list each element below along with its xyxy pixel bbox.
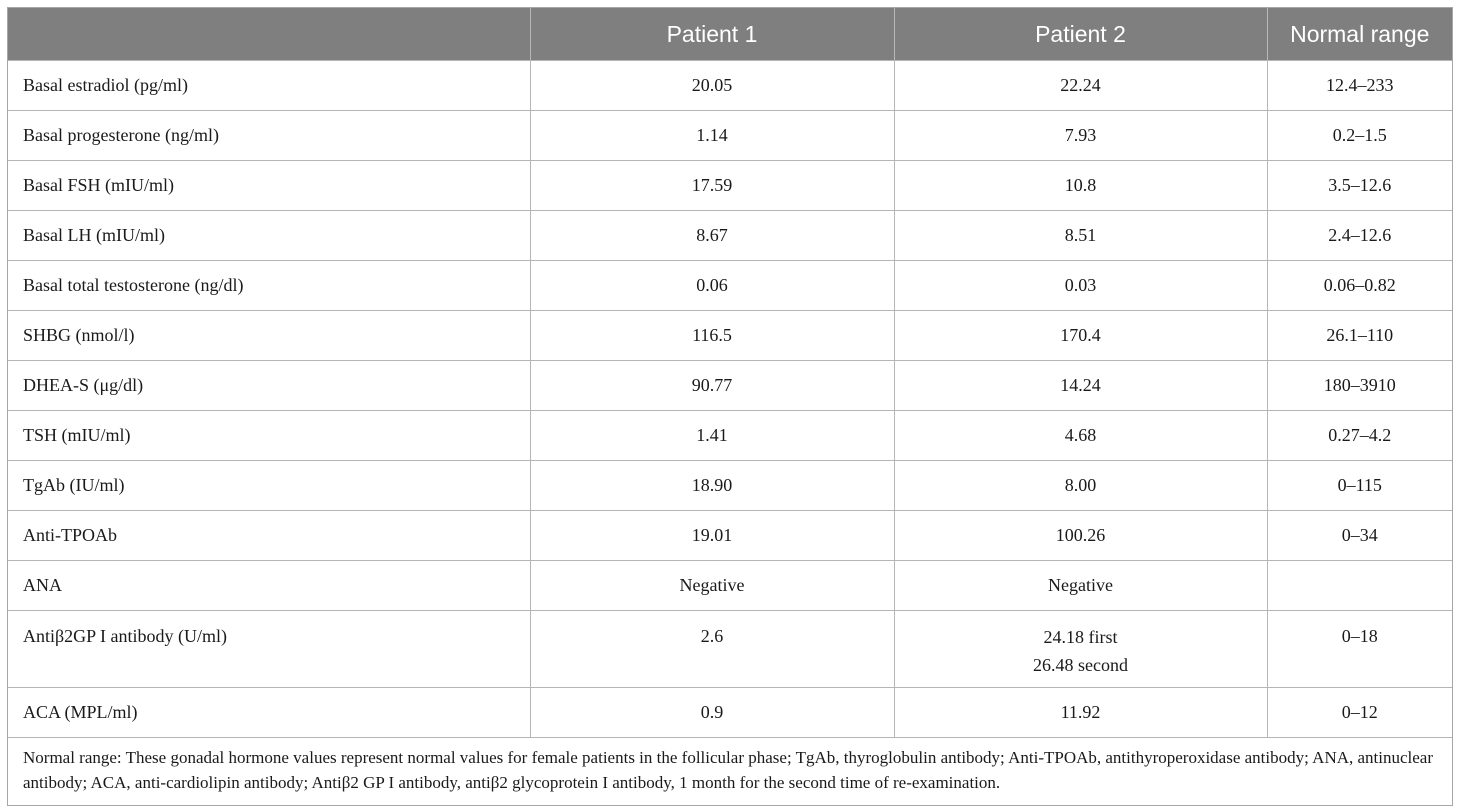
patient-1-cell: 1.41: [529, 410, 894, 461]
patient-2-cell: 170.4: [893, 310, 1267, 361]
normal-range-cell: 0.06–0.82: [1266, 260, 1452, 311]
normal-range-cell: 3.5–12.6: [1266, 160, 1452, 211]
normal-range-cell: 0–18: [1266, 610, 1452, 688]
patient-2-cell: 22.24: [893, 60, 1267, 111]
patient-2-value: 26.48 second: [1033, 655, 1128, 675]
patient-1-cell: 0.06: [529, 260, 894, 311]
normal-range-cell: 0.27–4.2: [1266, 410, 1452, 461]
parameter-cell: Antiβ2GP I antibody (U/ml): [8, 610, 530, 688]
patient-1-cell: 20.05: [529, 60, 894, 111]
header-row: Patient 1 Patient 2 Normal range: [8, 8, 1452, 61]
patient-2-value: 10.8: [1064, 175, 1097, 195]
patient-2-value: Negative: [1048, 575, 1113, 595]
parameter-cell: Basal total testosterone (ng/dl): [8, 260, 530, 311]
normal-range-cell: 26.1–110: [1266, 310, 1452, 361]
parameter-cell: Basal FSH (mIU/ml): [8, 160, 530, 211]
table-row: ACA (MPL/ml) 0.9 11.92 0–12: [8, 687, 1452, 737]
table-row: Basal total testosterone (ng/dl) 0.06 0.03…: [8, 260, 1452, 311]
parameter-cell: Basal LH (mIU/ml): [8, 210, 530, 261]
patient-2-cell: 14.24: [893, 360, 1267, 411]
patient-1-cell: 116.5: [529, 310, 894, 361]
patient-2-value: 14.24: [1060, 375, 1101, 395]
patient-1-cell: 0.9: [529, 687, 894, 737]
normal-range-cell: 0–34: [1266, 510, 1452, 561]
patient-2-value: 22.24: [1060, 75, 1101, 95]
normal-range-cell: 180–3910: [1266, 360, 1452, 411]
table-row: ANA Negative Negative: [8, 560, 1452, 611]
parameter-cell: Anti-TPOAb: [8, 510, 530, 561]
patient-2-cell: 100.26: [893, 510, 1267, 561]
patient-1-cell: 1.14: [529, 110, 894, 161]
lab-results-table-frame: Patient 1 Patient 2 Normal range Basal e…: [7, 7, 1453, 806]
parameter-cell: Basal progesterone (ng/ml): [8, 110, 530, 161]
patient-1-cell: 2.6: [529, 610, 894, 688]
table-row: Anti-TPOAb 19.01 100.26 0–34: [8, 510, 1452, 561]
parameter-cell: TgAb (IU/ml): [8, 460, 530, 511]
patient-2-value: 170.4: [1060, 325, 1101, 345]
patient-2-cell: 7.93: [893, 110, 1267, 161]
normal-range-cell: 12.4–233: [1266, 60, 1452, 111]
normal-range-cell: [1266, 560, 1452, 611]
patient-2-cell: 24.18 first 26.48 second: [893, 610, 1267, 688]
table-row: SHBG (nmol/l) 116.5 170.4 26.1–110: [8, 310, 1452, 361]
header-parameter: [8, 8, 530, 61]
patient-1-cell: 18.90: [529, 460, 894, 511]
lab-results-table: Patient 1 Patient 2 Normal range Basal e…: [8, 8, 1452, 737]
table-row: Antiβ2GP I antibody (U/ml) 2.6 24.18 first…: [8, 610, 1452, 688]
normal-range-cell: 2.4–12.6: [1266, 210, 1452, 261]
table-row: TgAb (IU/ml) 18.90 8.00 0–115: [8, 460, 1452, 511]
table-row: DHEA-S (μg/dl) 90.77 14.24 180–3910: [8, 360, 1452, 411]
patient-2-cell: 11.92: [893, 687, 1267, 737]
parameter-cell: TSH (mIU/ml): [8, 410, 530, 461]
patient-2-value: 8.51: [1064, 225, 1097, 245]
patient-2-cell: 4.68: [893, 410, 1267, 461]
patient-2-cell: 8.51: [893, 210, 1267, 261]
header-patient-1: Patient 1: [529, 8, 894, 61]
patient-1-cell: 17.59: [529, 160, 894, 211]
patient-1-cell: 8.67: [529, 210, 894, 261]
patient-2-cell: Negative: [893, 560, 1267, 611]
table-row: Basal progesterone (ng/ml) 1.14 7.93 0.2–1.…: [8, 110, 1452, 161]
table-row: Basal estradiol (pg/ml) 20.05 22.24 12.4–23…: [8, 60, 1452, 111]
parameter-cell: DHEA-S (μg/dl): [8, 360, 530, 411]
header-patient-2: Patient 2: [893, 8, 1267, 61]
parameter-cell: ANA: [8, 560, 530, 611]
patient-2-value: 4.68: [1064, 425, 1097, 445]
normal-range-cell: 0–115: [1266, 460, 1452, 511]
patient-2-value: 11.92: [1060, 702, 1101, 722]
patient-2-cell: 10.8: [893, 160, 1267, 211]
patient-1-cell: 90.77: [529, 360, 894, 411]
header-normal-range: Normal range: [1266, 8, 1452, 61]
table-row: Basal FSH (mIU/ml) 17.59 10.8 3.5–12.6: [8, 160, 1452, 211]
normal-range-cell: 0–12: [1266, 687, 1452, 737]
table-row: Basal LH (mIU/ml) 8.67 8.51 2.4–12.6: [8, 210, 1452, 261]
patient-1-cell: Negative: [529, 560, 894, 611]
patient-2-value: 0.03: [1064, 275, 1097, 295]
table-row: TSH (mIU/ml) 1.41 4.68 0.27–4.2: [8, 410, 1452, 461]
patient-2-value: 100.26: [1055, 525, 1106, 545]
patient-2-cell: 0.03: [893, 260, 1267, 311]
normal-range-cell: 0.2–1.5: [1266, 110, 1452, 161]
patient-1-cell: 19.01: [529, 510, 894, 561]
patient-2-value: 7.93: [1064, 125, 1097, 145]
patient-2-value: 8.00: [1064, 475, 1097, 495]
patient-2-value: 24.18 first: [1043, 627, 1118, 647]
table-footnote: Normal range: These gonadal hormone valu…: [8, 737, 1452, 805]
patient-2-cell: 8.00: [893, 460, 1267, 511]
parameter-cell: SHBG (nmol/l): [8, 310, 530, 361]
parameter-cell: ACA (MPL/ml): [8, 687, 530, 737]
parameter-cell: Basal estradiol (pg/ml): [8, 60, 530, 111]
